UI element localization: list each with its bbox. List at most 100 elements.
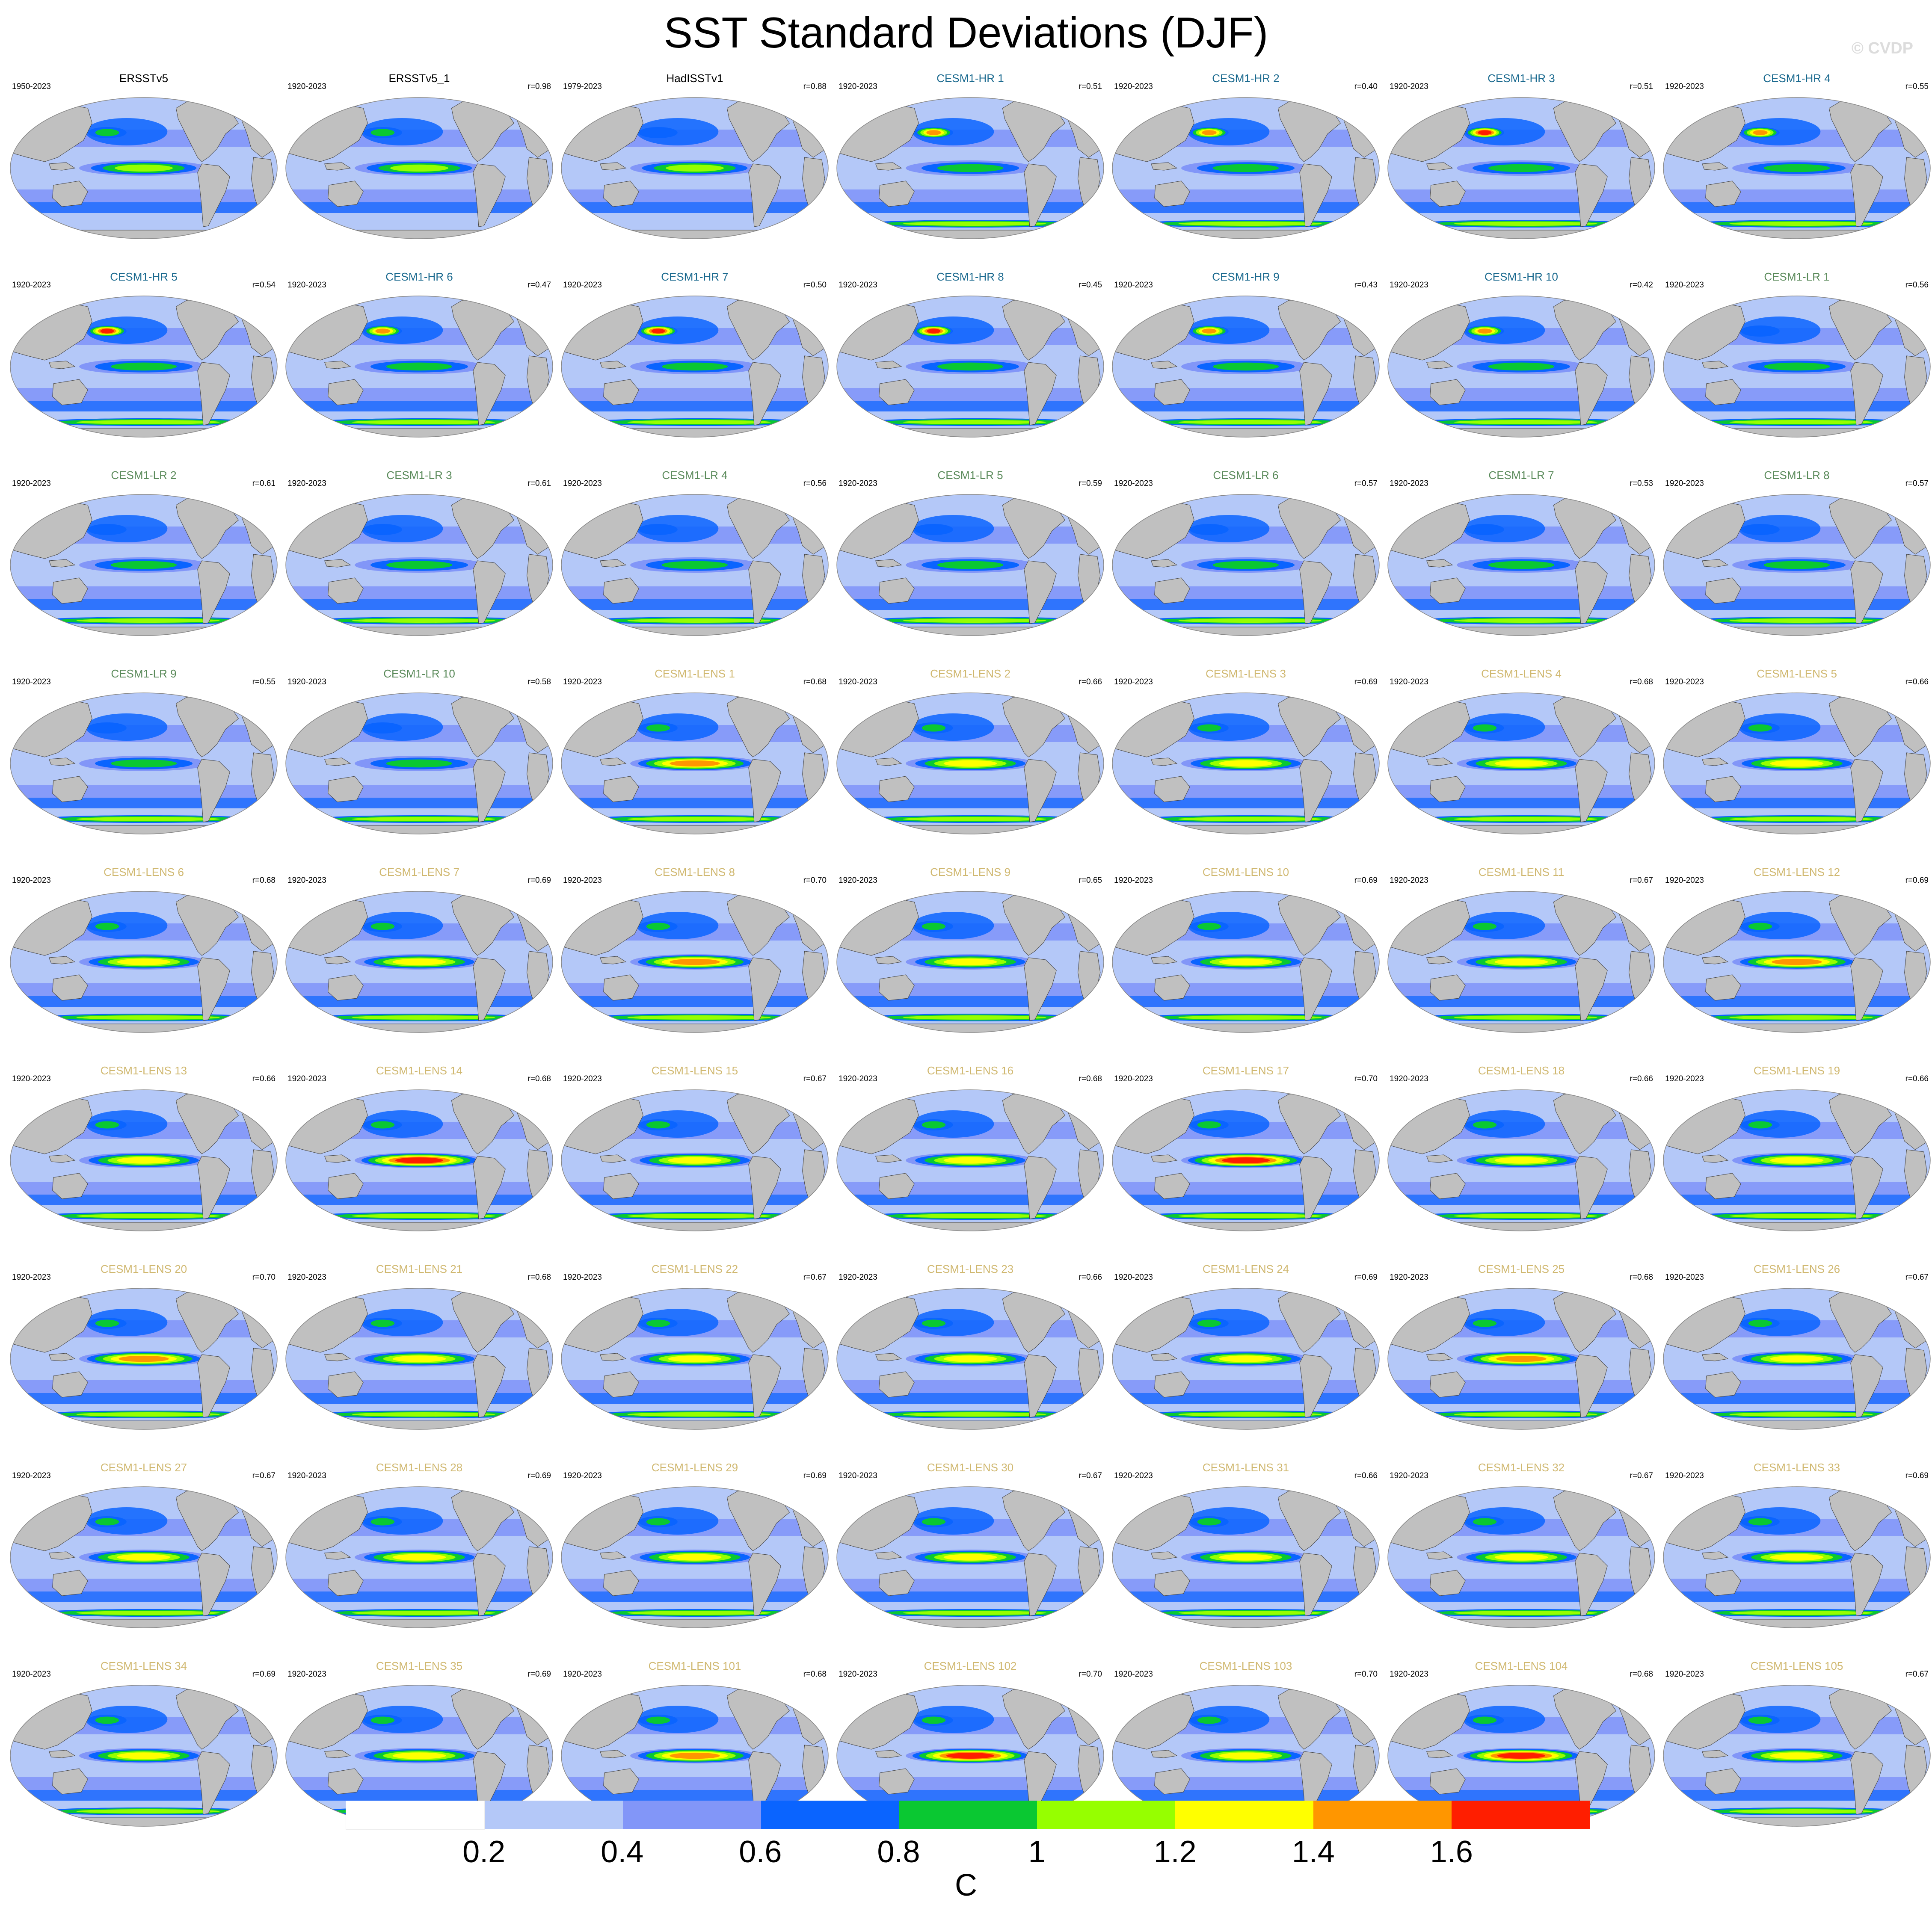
panel-correlation: r=0.68	[1630, 1273, 1653, 1282]
colorbar-tick-label: 0.4	[601, 1835, 644, 1869]
sst-stddev-map	[1112, 1486, 1380, 1628]
panel-years: 1920-2023	[1114, 1471, 1153, 1480]
map-panel: CESM1-HR 7 1920-2023 r=0.50	[557, 263, 833, 451]
panel-correlation: r=0.43	[1354, 281, 1378, 290]
map-panel: CESM1-LENS 31 1920-2023 r=0.66	[1108, 1453, 1384, 1642]
colorbar-tick-label: 1.6	[1430, 1835, 1473, 1869]
map-panel: CESM1-LENS 15 1920-2023 r=0.67	[557, 1056, 833, 1245]
panel-title: CESM1-LENS 33	[1753, 1461, 1840, 1474]
panel-correlation: r=0.66	[1079, 677, 1102, 686]
panel-years: 1920-2023	[1114, 677, 1153, 686]
panel-correlation: r=0.70	[803, 876, 827, 885]
panel-years: 1920-2023	[1114, 281, 1153, 290]
panel-correlation: r=0.57	[1905, 479, 1929, 488]
panel-years: 1920-2023	[12, 1074, 51, 1083]
sst-stddev-map	[285, 97, 553, 239]
panel-years: 1920-2023	[1390, 1670, 1428, 1679]
panel-title: CESM1-LENS 1	[655, 667, 735, 680]
sst-stddev-map	[1663, 1685, 1931, 1827]
panel-title: CESM1-HR 7	[661, 270, 729, 283]
panel-years: 1920-2023	[12, 1471, 51, 1480]
panel-years: 1920-2023	[1665, 479, 1704, 488]
colorbar-boxes	[346, 1801, 1590, 1830]
sst-stddev-map	[1387, 296, 1655, 438]
panel-correlation: r=0.68	[1630, 677, 1653, 686]
map-panel: CESM1-LENS 20 1920-2023 r=0.70	[6, 1255, 282, 1443]
colorbar-tick-label: 0.6	[739, 1835, 782, 1869]
map-panel: CESM1-LENS 17 1920-2023 r=0.70	[1108, 1056, 1384, 1245]
panel-correlation: r=0.66	[1905, 677, 1929, 686]
sst-stddev-map	[10, 97, 278, 239]
sst-stddev-map	[285, 494, 553, 636]
panel-title: CESM1-LR 8	[1764, 469, 1830, 482]
panel-years: 1920-2023	[287, 677, 326, 686]
panel-correlation: r=0.66	[1905, 1074, 1929, 1083]
panel-correlation: r=0.66	[1354, 1471, 1378, 1480]
panel-correlation: r=0.69	[527, 1471, 551, 1480]
panel-correlation: r=0.47	[527, 281, 551, 290]
map-panel: CESM1-HR 8 1920-2023 r=0.45	[833, 263, 1108, 451]
colorbar-tick-label: 1.4	[1292, 1835, 1335, 1869]
panel-correlation: r=0.59	[1079, 479, 1102, 488]
map-panel: CESM1-LENS 7 1920-2023 r=0.69	[282, 858, 557, 1046]
panel-correlation: r=0.69	[1905, 876, 1929, 885]
panel-correlation: r=0.61	[252, 479, 276, 488]
sst-stddev-map	[1663, 97, 1931, 239]
panel-years: 1920-2023	[12, 677, 51, 686]
panel-correlation: r=0.69	[1354, 876, 1378, 885]
figure-title: SST Standard Deviations (DJF)	[664, 9, 1268, 57]
panel-title: CESM1-LENS 11	[1478, 866, 1565, 879]
sst-stddev-map	[561, 1486, 829, 1628]
sst-stddev-map	[836, 296, 1104, 438]
panel-years: 1920-2023	[12, 281, 51, 290]
map-panel: CESM1-HR 6 1920-2023 r=0.47	[282, 263, 557, 451]
panel-years: 1920-2023	[563, 1074, 602, 1083]
map-panel: CESM1-LENS 22 1920-2023 r=0.67	[557, 1255, 833, 1443]
panel-title: CESM1-HR 4	[1763, 72, 1831, 85]
map-panel: CESM1-LENS 18 1920-2023 r=0.66	[1384, 1056, 1659, 1245]
colorbar-tick-label: 1.2	[1153, 1835, 1197, 1869]
panel-years: 1920-2023	[563, 1670, 602, 1679]
map-panel: CESM1-HR 9 1920-2023 r=0.43	[1108, 263, 1384, 451]
map-panel: CESM1-HR 4 1920-2023 r=0.55	[1659, 64, 1932, 252]
panel-correlation: r=0.98	[527, 82, 551, 91]
panel-years: 1920-2023	[1390, 1273, 1428, 1282]
map-panel: CESM1-HR 1 1920-2023 r=0.51	[833, 64, 1108, 252]
panel-years: 1950-2023	[12, 82, 51, 91]
panel-title: CESM1-LR 10	[383, 667, 455, 680]
panel-years: 1920-2023	[287, 1273, 326, 1282]
map-panel: CESM1-LR 6 1920-2023 r=0.57	[1108, 461, 1384, 649]
panel-title: CESM1-HR 2	[1212, 72, 1280, 85]
panel-title: CESM1-HR 6	[385, 270, 453, 283]
sst-stddev-map	[1663, 1089, 1931, 1231]
sst-stddev-map	[285, 1486, 553, 1628]
panel-title: CESM1-HR 8	[936, 270, 1004, 283]
colorbar-swatch	[1452, 1801, 1590, 1829]
map-panel: CESM1-LENS 9 1920-2023 r=0.65	[833, 858, 1108, 1046]
panel-title: CESM1-LENS 10	[1202, 866, 1289, 879]
panel-years: 1920-2023	[287, 82, 326, 91]
map-panel: CESM1-LR 1 1920-2023 r=0.56	[1659, 263, 1932, 451]
sst-stddev-map	[10, 1486, 278, 1628]
panel-correlation: r=0.66	[1630, 1074, 1653, 1083]
panel-title: CESM1-LENS 9	[930, 866, 1010, 879]
panel-years: 1920-2023	[1390, 479, 1428, 488]
sst-stddev-map	[1387, 1486, 1655, 1628]
panel-years: 1920-2023	[1114, 82, 1153, 91]
map-panel: CESM1-LENS 27 1920-2023 r=0.67	[6, 1453, 282, 1642]
sst-stddev-map	[1387, 891, 1655, 1033]
panel-title: CESM1-LENS 30	[927, 1461, 1014, 1474]
map-panel: CESM1-LENS 4 1920-2023 r=0.68	[1384, 660, 1659, 848]
panel-correlation: r=0.51	[1630, 82, 1653, 91]
map-panel: CESM1-LENS 34 1920-2023 r=0.69	[6, 1652, 282, 1840]
panel-title: CESM1-LENS 103	[1199, 1659, 1292, 1672]
panel-title: CESM1-LENS 105	[1750, 1659, 1843, 1672]
panel-years: 1920-2023	[839, 1471, 877, 1480]
panel-title: CESM1-HR 10	[1485, 270, 1558, 283]
sst-stddev-map	[10, 494, 278, 636]
panel-years: 1920-2023	[1665, 677, 1704, 686]
panel-years: 1920-2023	[839, 1273, 877, 1282]
panel-correlation: r=0.42	[1630, 281, 1653, 290]
panel-years: 1920-2023	[12, 876, 51, 885]
panel-title: CESM1-LR 1	[1764, 270, 1830, 283]
